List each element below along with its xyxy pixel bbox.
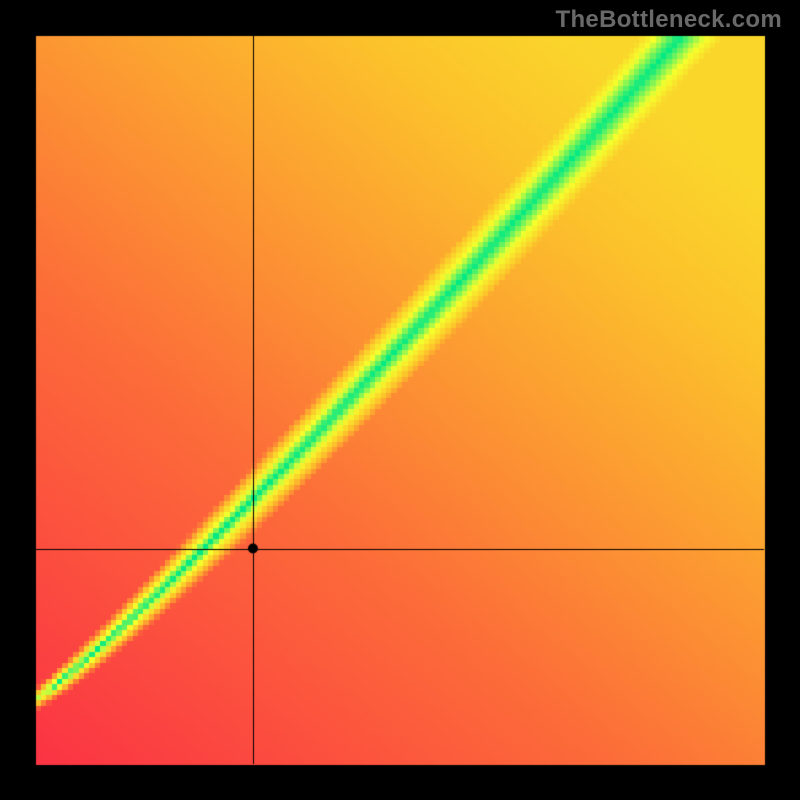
image-root: TheBottleneck.com (0, 0, 800, 800)
bottleneck-heatmap-canvas (0, 0, 800, 800)
watermark-label: TheBottleneck.com (556, 6, 782, 34)
